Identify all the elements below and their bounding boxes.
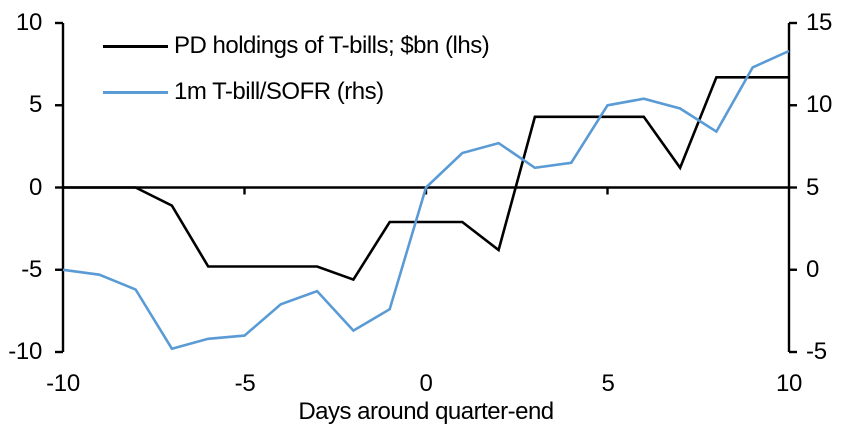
left-axis-tick-label: 10 — [15, 9, 42, 36]
right-axis-tick-label: -5 — [806, 338, 827, 365]
left-axis-tick-label: -5 — [21, 256, 42, 283]
legend-label-sofr: 1m T-bill/SOFR (rhs) — [174, 78, 384, 105]
right-axis-tick-label: 0 — [806, 256, 820, 283]
legend-item-pd: PD holdings of T-bills; $bn (lhs) — [103, 32, 490, 59]
x-axis-tick-label: 5 — [601, 370, 615, 397]
left-axis-tick-label: 0 — [28, 174, 42, 201]
legend: PD holdings of T-bills; $bn (lhs) 1m T-b… — [103, 32, 490, 125]
series-sofr-line — [62, 49, 790, 351]
right-axis-tick-label: 10 — [806, 91, 833, 118]
right-axis-tick-label: 15 — [806, 9, 833, 36]
legend-line-sample-sofr — [103, 90, 168, 94]
legend-item-sofr: 1m T-bill/SOFR (rhs) — [103, 78, 489, 105]
left-axis-tick-label: -10 — [8, 338, 42, 365]
right-axis-tick-label: 5 — [806, 174, 820, 201]
x-axis-tick-label: -5 — [234, 370, 256, 397]
x-axis-tick-label: 10 — [775, 370, 803, 397]
x-axis-tick-label: 0 — [419, 370, 433, 397]
x-axis-title: Days around quarter-end — [298, 398, 554, 425]
x-axis-tick-label: -10 — [46, 370, 80, 397]
series-pd-line — [63, 76, 789, 282]
legend-line-sample-pd — [103, 44, 168, 48]
legend-label-pd: PD holdings of T-bills; $bn (lhs) — [174, 32, 490, 59]
left-axis-tick-label: 5 — [28, 91, 42, 118]
